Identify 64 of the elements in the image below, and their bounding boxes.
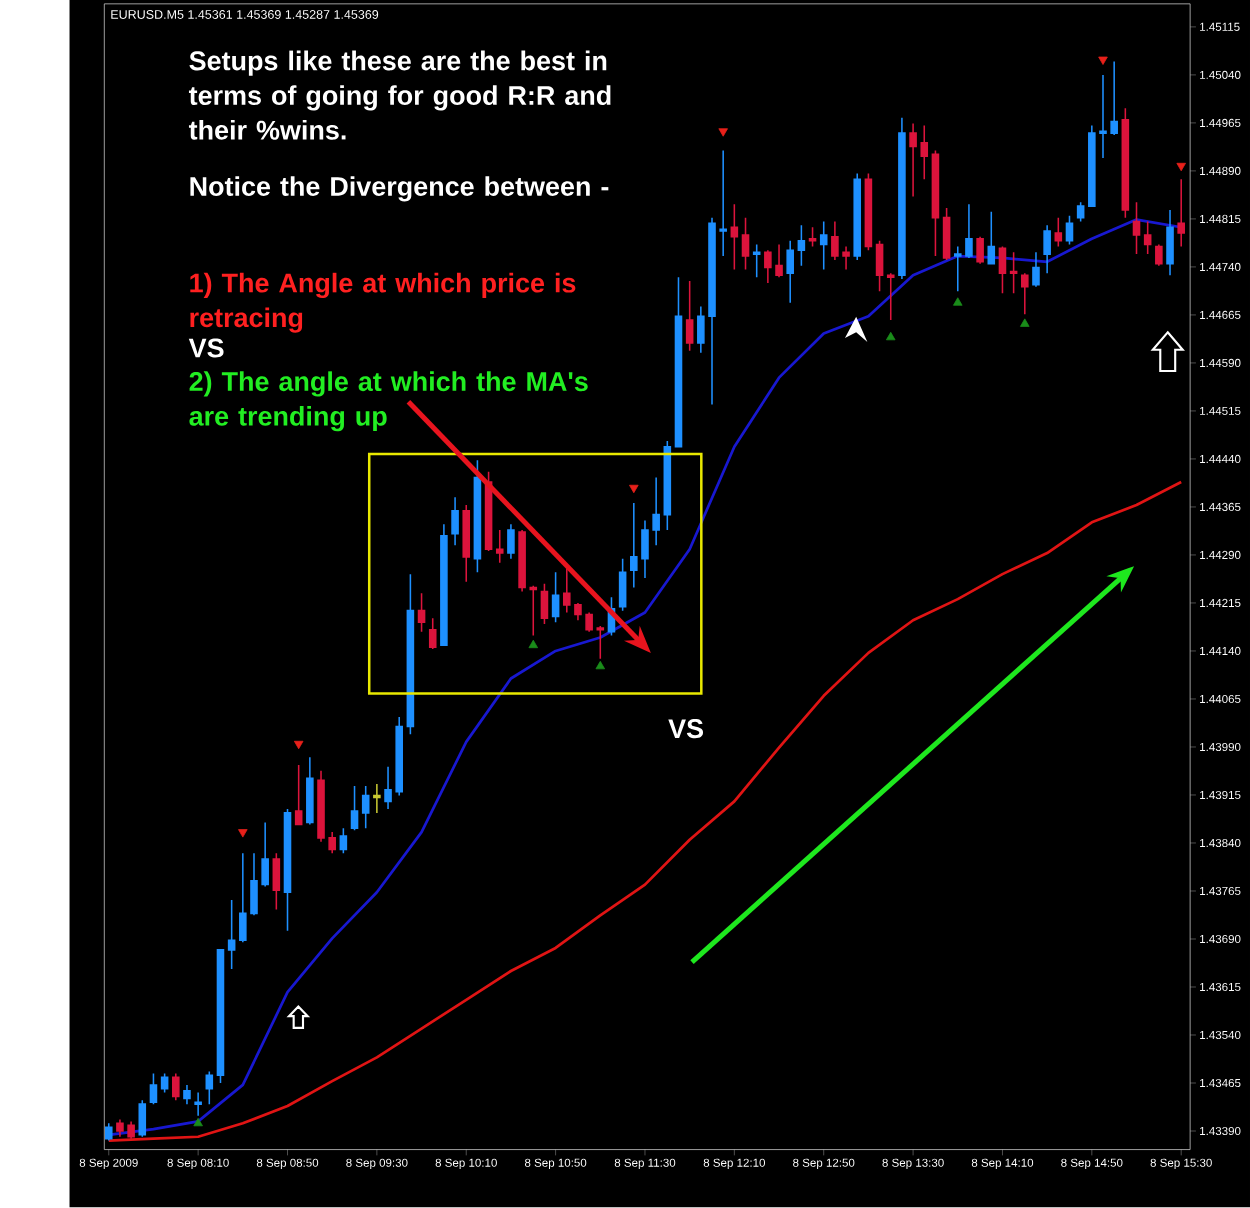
candlestick — [462, 504, 471, 583]
point — [886, 332, 896, 341]
candlestick — [685, 280, 694, 352]
candlestick — [306, 756, 314, 826]
candlestick — [172, 1072, 180, 1102]
annotation: 2) The angle at which the MA's are trending up — [189, 371, 588, 432]
candlestick — [428, 617, 437, 651]
candlestick — [373, 783, 381, 814]
candlestick — [987, 211, 996, 265]
line-series — [107, 218, 1183, 1137]
candlestick — [1166, 209, 1174, 277]
candlestick — [1032, 251, 1040, 288]
point — [1176, 163, 1186, 172]
candlestick — [786, 240, 794, 304]
annotation: VS — [668, 719, 704, 739]
candlestick — [741, 217, 750, 271]
candlestick — [976, 236, 984, 265]
candlestick — [1043, 224, 1051, 275]
candlestick — [350, 785, 359, 832]
candlestick — [451, 496, 459, 547]
annotation: 1) The Angle at which price is retracing — [190, 273, 576, 333]
candlestick — [596, 625, 605, 660]
point — [629, 485, 639, 494]
candlestick — [361, 785, 370, 830]
candlestick — [898, 117, 906, 281]
candlestick — [886, 272, 895, 322]
candlestick — [138, 1099, 147, 1138]
candlestick — [495, 529, 504, 564]
point — [238, 829, 248, 838]
candlestick — [730, 203, 739, 271]
annotation: VS — [188, 338, 224, 358]
candlestick — [1177, 178, 1185, 248]
line-series — [107, 480, 1183, 1143]
point — [293, 741, 304, 750]
candlestick — [183, 1084, 191, 1106]
point — [1020, 318, 1030, 327]
candlestick — [417, 592, 426, 633]
candlestick — [819, 220, 828, 271]
candlestick — [797, 224, 806, 267]
point — [953, 297, 963, 306]
candlestick — [104, 1122, 113, 1142]
candlestick — [227, 899, 236, 971]
candlestick — [752, 243, 761, 279]
candlestick — [294, 764, 303, 826]
candlestick — [507, 523, 515, 560]
candlestick — [1054, 217, 1063, 248]
candlestick — [1132, 201, 1141, 256]
candlestick — [853, 172, 862, 261]
candlestick — [1155, 243, 1163, 267]
point — [1098, 56, 1108, 66]
point — [528, 640, 539, 649]
candlestick — [1143, 220, 1152, 256]
annotation: Setups like these are the best in terms of going for good R:R and their %wins. — [188, 50, 611, 140]
point — [193, 1118, 203, 1127]
candlestick — [440, 523, 448, 647]
candlestick — [808, 226, 817, 248]
annotation: Notice the Divergence between - — [190, 176, 609, 202]
candlestick — [205, 1070, 214, 1106]
candlestick — [160, 1072, 169, 1094]
point — [718, 128, 728, 137]
point — [595, 661, 606, 670]
candlestick — [1009, 251, 1018, 295]
candlestick — [194, 1092, 202, 1117]
candlestick — [1021, 272, 1029, 316]
